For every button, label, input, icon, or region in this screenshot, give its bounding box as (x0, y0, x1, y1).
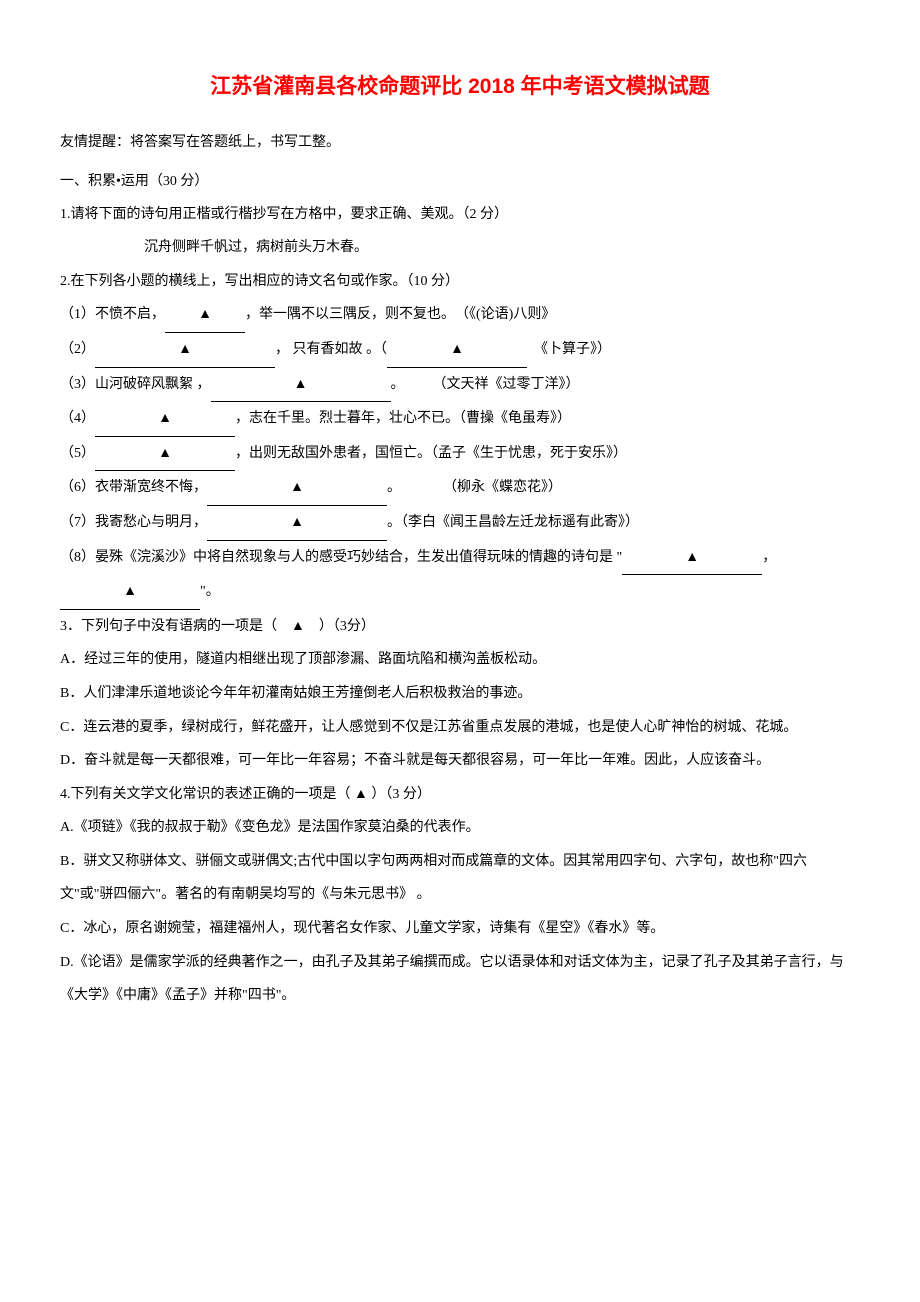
q2-2-blank: ▲ (95, 333, 275, 368)
q2-6-blank: ▲ (207, 471, 387, 506)
triangle-marker: ▲ (450, 342, 464, 357)
q2-1-source: （《(论语)八则》 (462, 307, 555, 322)
q2-7-blank: ▲ (207, 506, 387, 541)
q2-4-post: ，志在千里。烈士暮年，壮心不已。（曹操《龟虽寿》） (235, 411, 571, 426)
q3-option-d: D．奋斗就是每一天都很难，可一年比一年容易；不奋斗就是每天都很容易，可一年比一年… (60, 744, 860, 778)
q2-6-num: （6） (60, 480, 95, 495)
triangle-marker: ▲ (123, 584, 137, 599)
q2-6-post: 。 (387, 480, 394, 495)
q3-option-b: B．人们津津乐道地谈论今年年初灌南姑娘王芳撞倒老人后积极救治的事迹。 (60, 677, 860, 711)
triangle-marker: ▲ (294, 377, 308, 392)
q2-item-4: （4） ▲ ，志在千里。烈士暮年，壮心不已。（曹操《龟虽寿》） (60, 402, 860, 437)
q2-1-post: ，举一隅不以三隅反，则不复也。 (245, 307, 448, 322)
q3-option-a: A．经过三年的使用，隧道内相继出现了顶部渗漏、路面坑陷和横沟盖板松动。 (60, 643, 860, 677)
q2-5-num: （5） (60, 446, 95, 461)
q2-1-num: （1） (60, 307, 95, 322)
question-1-poem: 沉舟侧畔千帆过，病树前头万木春。 (60, 231, 860, 265)
q2-item-8: （8）晏殊《浣溪沙》中将自然现象与人的感受巧妙结合，生发出值得玩味的情趣的诗句是… (60, 541, 860, 610)
q3-option-c: C．连云港的夏季，绿树成行，鲜花盛开，让人感觉到不仅是江苏省重点发展的港城，也是… (60, 711, 860, 745)
q2-7-num: （7） (60, 515, 95, 530)
triangle-marker: ▲ (158, 446, 172, 461)
q2-item-7: （7）我寄愁心与明月， ▲ 。（李白《闻王昌龄左迁龙标遥有此寄》） (60, 506, 860, 541)
question-4: 4.下列有关文学文化常识的表述正确的一项是（ ▲ ）（3 分） (60, 778, 860, 812)
q2-6-source: （柳永《蝶恋花》） (450, 480, 562, 495)
triangle-marker: ▲ (290, 515, 304, 530)
hint-text: 友情提醒：将答案写在答题纸上，书写工整。 (60, 128, 860, 159)
q2-item-6: （6）衣带渐宽终不悔， ▲ 。 （柳永《蝶恋花》） (60, 471, 860, 506)
q2-7-post: 。（李白《闻王昌龄左迁龙标遥有此寄》） (387, 515, 639, 530)
triangle-marker: ▲ (685, 550, 699, 565)
q2-8-end: "。 (200, 584, 220, 599)
q2-4-blank: ▲ (95, 402, 235, 437)
q2-3-source: （文天祥《过零丁洋》） (440, 377, 580, 392)
q2-8-mid: ， (762, 550, 776, 565)
q2-3-pre: 山河破碎风飘絮 ， (95, 377, 211, 392)
triangle-marker: ▲ (290, 480, 304, 495)
triangle-marker: ▲ (178, 342, 192, 357)
q2-5-blank: ▲ (95, 437, 235, 472)
q2-4-num: （4） (60, 411, 95, 426)
q2-1-blank: ▲ (165, 298, 245, 333)
q4-option-a: A.《项链》《我的叔叔于勒》《变色龙》是法国作家莫泊桑的代表作。 (60, 811, 860, 845)
q2-8-text: 晏殊《浣溪沙》中将自然现象与人的感受巧妙结合，生发出值得玩味的情趣的诗句是 " (95, 550, 622, 565)
q2-item-5: （5） ▲ ，出则无敌国外患者，国恒亡。（孟子《生于忧患，死于安乐》） (60, 437, 860, 472)
q2-item-1: （1）不愤不启， ▲ ，举一隅不以三隅反，则不复也。 （《(论语)八则》 (60, 298, 860, 333)
exam-title: 江苏省灌南县各校命题评比 2018 年中考语文模拟试题 (60, 70, 860, 100)
q2-6-pre: 衣带渐宽终不悔， (95, 480, 207, 495)
q2-7-pre: 我寄愁心与明月， (95, 515, 207, 530)
q2-2-num: （2） (60, 342, 95, 357)
q2-item-3: （3）山河破碎风飘絮 ， ▲ 。 （文天祥《过零丁洋》） (60, 368, 860, 403)
q2-item-2: （2） ▲ ， 只有香如故 。（ ▲ 《卜算子》） (60, 333, 860, 368)
question-3: 3．下列句子中没有语病的一项是（ ▲ ）（3分） (60, 610, 860, 644)
q2-3-post: 。 (391, 377, 398, 392)
q4-option-b: B．骈文又称骈体文、骈俪文或骈偶文;古代中国以字句两两相对而成篇章的文体。因其常… (60, 845, 860, 912)
q4-option-d: D.《论语》是儒家学派的经典著作之一，由孔子及其弟子编撰而成。它以语录体和对话文… (60, 946, 860, 1013)
q2-3-num: （3） (60, 377, 95, 392)
triangle-marker: ▲ (158, 411, 172, 426)
q2-5-post: ，出则无敌国外患者，国恒亡。（孟子《生于忧患，死于安乐》） (235, 446, 627, 461)
q4-option-c: C．冰心，原名谢婉莹，福建福州人，现代著名女作家、儿童文学家，诗集有《星空》《春… (60, 912, 860, 946)
q2-3-blank: ▲ (211, 368, 391, 403)
q2-1-pre: 不愤不启， (95, 307, 165, 322)
question-1: 1.请将下面的诗句用正楷或行楷抄写在方格中，要求正确、美观。（2 分） (60, 198, 860, 232)
q2-2-blank2: ▲ (387, 333, 527, 368)
triangle-marker: ▲ (198, 307, 212, 322)
q2-2-source: 《卜算子》） (541, 342, 611, 357)
q2-8-num: （8） (60, 550, 95, 565)
question-2: 2.在下列各小题的横线上，写出相应的诗文名句或作家。（10 分） (60, 265, 860, 299)
q2-8-blank2: ▲ (60, 575, 200, 610)
section-1-header: 一、积累•运用（30 分） (60, 167, 860, 198)
q2-2-mid: ， 只有香如故 。（ (275, 342, 387, 357)
q2-8-blank: ▲ (622, 541, 762, 576)
